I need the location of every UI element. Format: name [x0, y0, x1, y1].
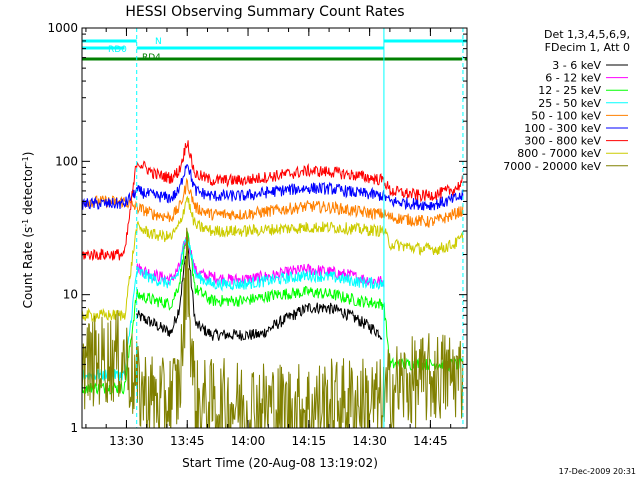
x-tick-label: 13:30: [109, 434, 144, 448]
timestamp: 17-Dec-2009 20:31: [559, 467, 636, 476]
legend-entry-label-1: 6 - 12 keV: [545, 72, 601, 85]
flag-n-label: N: [155, 37, 162, 47]
y-tick-label: 1000: [47, 21, 78, 35]
series-line-4: [82, 177, 464, 228]
vlines-layer: [136, 28, 464, 428]
y-tick-label: 100: [55, 154, 78, 168]
x-tick-label: 14:45: [413, 434, 448, 448]
legend-entry-label-3: 25 - 50 keV: [538, 97, 601, 110]
x-tick-label: 14:00: [231, 434, 266, 448]
legend-entry-label-8: 7000 - 20000 keV: [503, 160, 601, 173]
legend-entry-label-5: 100 - 300 keV: [524, 122, 601, 135]
x-tick-label: 14:15: [292, 434, 327, 448]
chart-title: HESSI Observing Summary Count Rates: [125, 4, 404, 20]
legend-header-line-2: FDecim 1, Att 0: [545, 41, 630, 54]
legend-entry-label-2: 12 - 25 keV: [538, 84, 601, 97]
x-tick-label: 14:30: [352, 434, 387, 448]
axes-layer: 1 10 100 1000 13:30 13:45 14:00 14:15 14:30 14:45: [47, 21, 468, 448]
y-axis-label: Count Rate (s-1 detector-1): [21, 152, 36, 309]
series-line-0: [136, 242, 383, 341]
legend-entry-label-0: 3 - 6 keV: [552, 59, 601, 72]
series-line-5: [82, 164, 464, 211]
series-layer: [82, 140, 464, 428]
x-tick-label: 13:45: [170, 434, 205, 448]
flag-rd0-label: RD0: [108, 45, 127, 55]
series-line-3: [82, 238, 385, 382]
flags-layer: N RD0 RD4: [82, 37, 467, 63]
plot-frame: [81, 27, 468, 429]
y-tick-label: 1: [70, 421, 78, 435]
series-line-8: [82, 227, 464, 428]
series-line-6: [82, 140, 464, 262]
legend-entry-label-4: 50 - 100 keV: [531, 109, 601, 122]
flag-rd4-label: RD4: [142, 53, 161, 63]
series-line-1: [136, 235, 385, 288]
legend-entry-label-6: 300 - 800 keV: [524, 135, 601, 148]
series-line-7: [82, 195, 464, 323]
y-tick-label: 10: [63, 288, 78, 302]
legend-header-line-1: Det 1,3,4,5,6,9,: [544, 28, 630, 41]
legend-entry-label-7: 800 - 7000 keV: [517, 147, 601, 160]
x-axis-label: Start Time (20-Aug-08 13:19:02): [182, 456, 378, 470]
